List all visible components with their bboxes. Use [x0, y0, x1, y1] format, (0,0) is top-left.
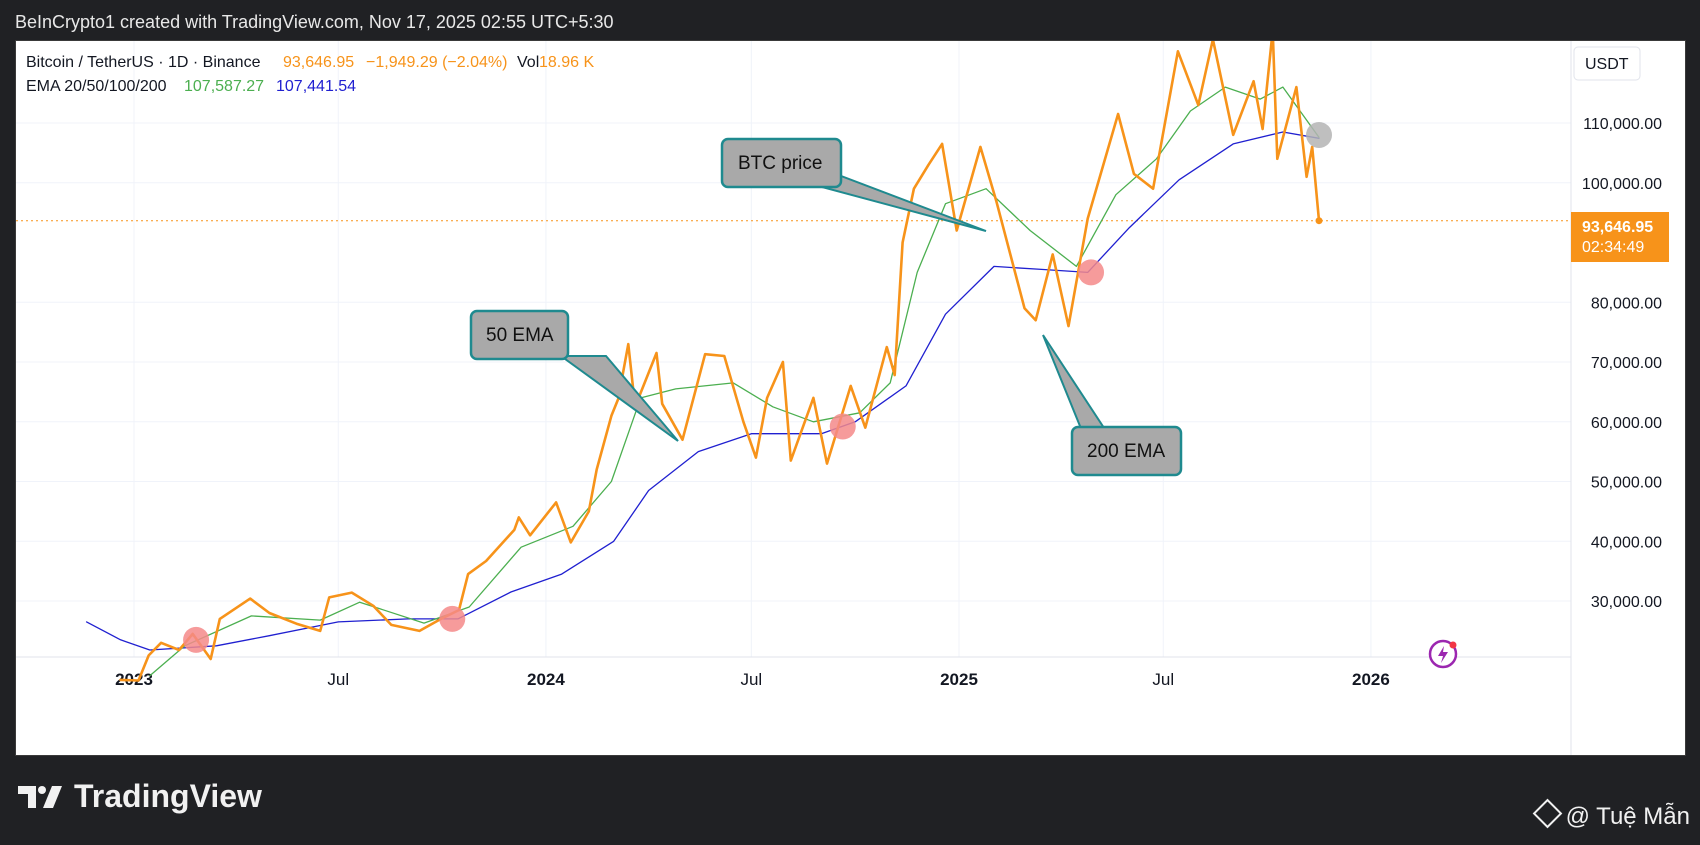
callout-btc-price-label: BTC price: [738, 153, 822, 174]
y-tick-label: 30,000.00: [1591, 594, 1662, 611]
btc-price-line: [119, 41, 1321, 682]
last-price-dot: [1315, 217, 1323, 225]
y-tick-label: 40,000.00: [1591, 534, 1662, 551]
cross-marker: [439, 605, 466, 632]
ema-200-line: [85, 131, 1320, 651]
lightning-icon[interactable]: [1428, 639, 1458, 669]
y-tick-label: 110,000.00: [1583, 116, 1662, 133]
callout-btc-price: BTC price: [720, 137, 987, 232]
y-tick-label: 50,000.00: [1591, 475, 1662, 492]
cross-marker: [1078, 259, 1105, 286]
last-price-tag: 93,646.95 02:34:49: [1571, 212, 1669, 262]
cross-marker: [829, 413, 856, 440]
y-tick-label: 60,000.00: [1591, 415, 1662, 432]
legend-symbol: Bitcoin / TetherUS · 1D · Binance: [26, 54, 261, 71]
tradingview-logo-icon: [18, 785, 62, 808]
legend-price: 93,646.95: [283, 54, 354, 71]
chart-attribution: BeInCrypto1 created with TradingView.com…: [15, 12, 614, 32]
price-tag-countdown: 02:34:49: [1582, 239, 1644, 256]
y-tick-label: 70,000.00: [1591, 355, 1662, 372]
ema-50-line: [149, 86, 1320, 677]
series-group: [85, 41, 1323, 682]
callout-200-ema: 200 EMA: [1042, 334, 1183, 477]
callout-50-ema-label: 50 EMA: [486, 325, 554, 346]
x-tick-label: Jul: [1152, 670, 1174, 689]
y-tick-label: 100,000.00: [1582, 176, 1662, 193]
x-tick-label: Jul: [740, 670, 762, 689]
diamond-icon: [1532, 798, 1562, 829]
currency-label: USDT: [1585, 56, 1629, 73]
legend-change: −1,949.29 (−2.04%): [366, 54, 507, 71]
x-tick-label: 2026: [1352, 670, 1390, 689]
author-credit-text: @ Tuệ Mẫn: [1565, 803, 1690, 830]
x-axis: 2023 Jul 2024 Jul 2025 Jul 2026: [115, 670, 1390, 689]
x-tick-label: 2025: [940, 670, 978, 689]
y-tick-label: 80,000.00: [1591, 295, 1662, 312]
currency-button[interactable]: USDT: [1573, 46, 1641, 81]
legend-vol-value: 18.96 K: [539, 54, 594, 71]
x-tick-label: 2024: [527, 670, 565, 689]
tradingview-logo[interactable]: TradingView: [18, 778, 262, 815]
legend-vol-label: Vol: [517, 54, 539, 71]
cross-marker: [183, 626, 210, 653]
chart-panel[interactable]: 30,000.00 40,000.00 50,000.00 60,000.00 70,0…: [15, 40, 1686, 756]
y-axis: 30,000.00 40,000.00 50,000.00 60,000.00 70,0…: [1582, 116, 1662, 611]
callout-200-ema-label: 200 EMA: [1087, 441, 1165, 462]
legend-ema-label: EMA 20/50/100/200: [26, 78, 167, 95]
cross-marker: [1306, 121, 1333, 148]
callout-50-ema: 50 EMA: [469, 309, 679, 442]
legend-ema-value-1: 107,587.27: [184, 78, 264, 95]
legend-ema-value-2: 107,441.54: [276, 78, 356, 95]
x-tick-label: Jul: [327, 670, 349, 689]
tradingview-logo-text: TradingView: [74, 778, 262, 814]
author-credit: @ Tuệ Mẫn: [1532, 798, 1690, 831]
price-chart[interactable]: 30,000.00 40,000.00 50,000.00 60,000.00 70,0…: [16, 41, 1685, 755]
price-tag-value: 93,646.95: [1582, 219, 1653, 236]
event-markers: [183, 121, 1333, 653]
